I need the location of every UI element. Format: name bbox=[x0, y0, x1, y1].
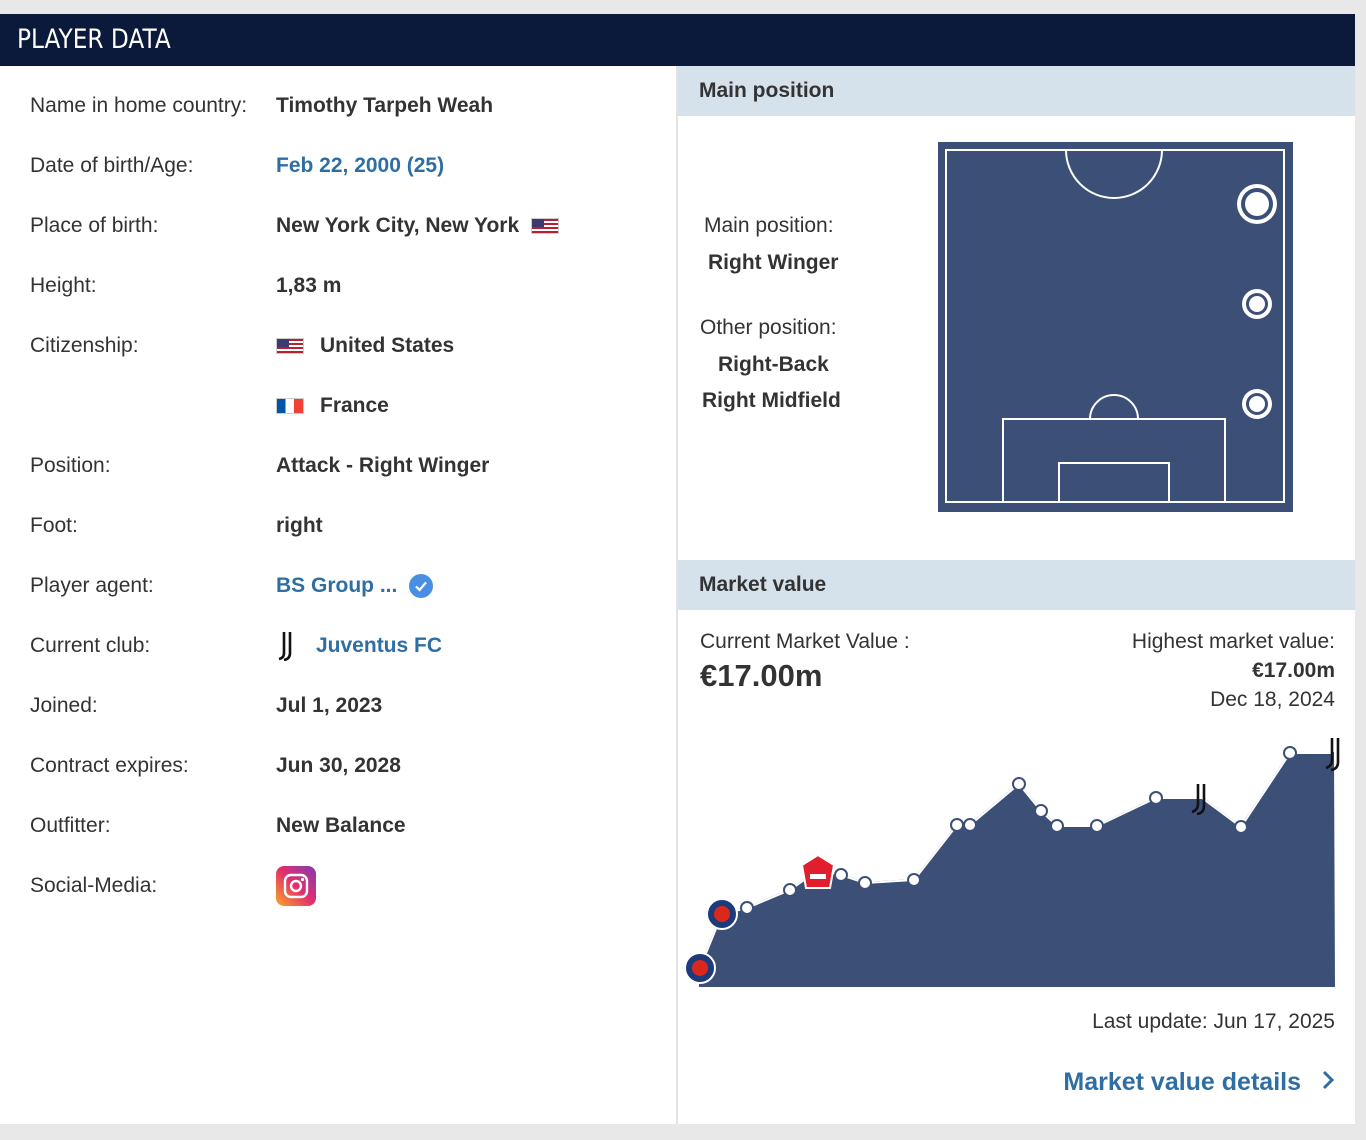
detail-label: Height: bbox=[30, 274, 97, 297]
detail-value: Timothy Tarpeh Weah bbox=[276, 94, 494, 117]
detail-value: Attack - Right Winger bbox=[276, 454, 490, 477]
psg-logo-icon bbox=[706, 898, 738, 930]
market-value-heading: Market value bbox=[678, 560, 1355, 610]
other-position-value: Right Midfield bbox=[702, 389, 841, 412]
detail-value: Jun 30, 2028 bbox=[276, 754, 401, 777]
other-position-label: Other position: bbox=[700, 316, 837, 339]
highest-market-value-date: Dec 18, 2024 bbox=[1210, 688, 1335, 711]
agent-link[interactable]: BS Group ... bbox=[276, 574, 398, 597]
right-panel: Main position Main position: Right Winge… bbox=[676, 66, 1355, 1124]
pitch-outline bbox=[945, 149, 1285, 503]
us-flag-icon bbox=[531, 218, 560, 234]
main-position-value: Right Winger bbox=[708, 251, 839, 274]
header-bar: PLAYER DATA bbox=[0, 14, 1355, 66]
detail-label: Citizenship: bbox=[30, 334, 139, 357]
pitch-center-circle bbox=[1065, 149, 1163, 199]
pitch-penalty-arc bbox=[1089, 394, 1139, 420]
detail-label: Place of birth: bbox=[30, 214, 159, 237]
citizenship-us: United States bbox=[320, 334, 455, 357]
us-flag-icon bbox=[276, 338, 304, 354]
detail-label: Position: bbox=[30, 454, 111, 477]
highest-market-value: €17.00m bbox=[1252, 659, 1335, 682]
club-link[interactable]: Juventus FC bbox=[316, 634, 443, 657]
detail-value: Jul 1, 2023 bbox=[276, 694, 383, 717]
detail-label: Contract expires: bbox=[30, 754, 189, 777]
chevron-right-icon bbox=[1321, 1069, 1335, 1097]
details-link-label: Market value details bbox=[1063, 1068, 1301, 1096]
detail-label: Current club: bbox=[30, 634, 151, 657]
current-market-value-label: Current Market Value : bbox=[700, 630, 910, 653]
market-value-details-link[interactable]: Market value details bbox=[1063, 1068, 1335, 1097]
juventus-logo-icon[interactable] bbox=[276, 631, 296, 661]
detail-label: Social-Media: bbox=[30, 874, 158, 897]
detail-label: Name in home country: bbox=[30, 94, 248, 117]
verified-icon bbox=[409, 574, 434, 598]
lille-logo-icon bbox=[800, 853, 836, 889]
detail-label: Joined: bbox=[30, 694, 98, 717]
last-update: Last update: Jun 17, 2025 bbox=[1092, 1010, 1335, 1033]
page-title: PLAYER DATA bbox=[17, 24, 171, 55]
instagram-icon[interactable] bbox=[276, 866, 316, 906]
player-data-card: PLAYER DATA Name in home country: Timoth… bbox=[0, 14, 1355, 1124]
current-market-value: €17.00m bbox=[700, 658, 823, 693]
position-marker-main bbox=[1237, 184, 1277, 224]
main-position-label: Main position: bbox=[704, 214, 834, 237]
detail-value: 1,83 m bbox=[276, 274, 342, 297]
detail-value bbox=[276, 866, 316, 906]
place-of-birth: New York City, New York bbox=[276, 214, 520, 237]
detail-label: Player agent: bbox=[30, 574, 154, 597]
position-pitch bbox=[938, 142, 1293, 512]
other-position-value: Right-Back bbox=[718, 353, 829, 376]
main-position-heading: Main position bbox=[678, 66, 1355, 116]
detail-label: Date of birth/Age: bbox=[30, 154, 194, 177]
highest-market-value-label: Highest market value: bbox=[1131, 630, 1335, 653]
position-marker-other bbox=[1242, 289, 1272, 319]
juventus-logo-icon bbox=[1191, 784, 1206, 816]
detail-label: Outfitter: bbox=[30, 814, 111, 837]
player-details: Name in home country: Timothy Tarpeh Wea… bbox=[0, 66, 676, 1124]
citizenship-fr: France bbox=[320, 394, 389, 417]
detail-value: Juventus FC bbox=[276, 631, 442, 661]
fr-flag-icon bbox=[276, 398, 304, 414]
market-value-points bbox=[740, 746, 1297, 915]
detail-value: United States bbox=[276, 334, 454, 358]
detail-value: New Balance bbox=[276, 814, 406, 837]
detail-value: France bbox=[276, 394, 389, 418]
position-marker-other bbox=[1242, 389, 1272, 419]
pitch-goal-box bbox=[1058, 462, 1170, 503]
detail-value: right bbox=[276, 514, 323, 537]
market-value-chart[interactable] bbox=[678, 728, 1355, 988]
birthdate-link[interactable]: Feb 22, 2000 (25) bbox=[276, 154, 445, 177]
detail-label: Foot: bbox=[30, 514, 78, 537]
juventus-logo-icon bbox=[1325, 738, 1340, 772]
pitch-penalty-box bbox=[1002, 418, 1226, 503]
detail-value: New York City, New York bbox=[276, 214, 560, 238]
detail-value: BS Group ... bbox=[276, 574, 434, 598]
psg-logo-icon bbox=[684, 952, 716, 984]
